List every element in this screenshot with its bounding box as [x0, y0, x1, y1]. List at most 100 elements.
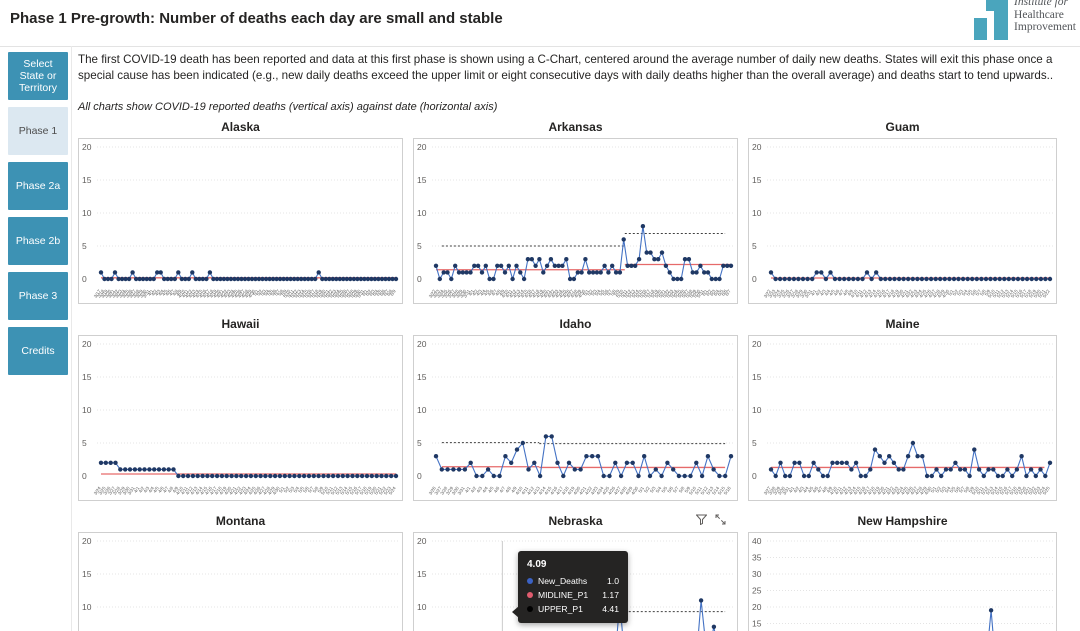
chart-plot-hawaii[interactable]: 0 5 10 15 20 3/24 3/25 3/26 3/27 3/28 3/29 3/30 3/31…: [78, 335, 403, 501]
chart-maine: Maine 0 5 10 15 20 3/27 3/28 3/29 3/30 3/31 4/1 4/2 4…: [748, 317, 1057, 501]
svg-text:6/4: 6/4: [713, 288, 721, 296]
svg-text:4/15: 4/15: [852, 485, 861, 495]
svg-text:0: 0: [82, 274, 87, 284]
svg-text:3/29: 3/29: [795, 288, 804, 298]
chart-canvas-maine[interactable]: 0 5 10 15 20 3/273/283/293/303/314/14/24/34/4…: [749, 336, 1058, 500]
svg-text:5/23: 5/23: [665, 288, 674, 298]
svg-text:5/3: 5/3: [259, 288, 267, 296]
svg-text:6/7: 6/7: [382, 288, 390, 296]
chart-plot-idaho[interactable]: 0 5 10 15 20 3/26 3/27 3/28 3/29 3/30 3/31 4/1 4/2 4/…: [413, 335, 738, 501]
svg-text:4/28: 4/28: [914, 485, 923, 495]
svg-text:5/15: 5/15: [344, 485, 353, 495]
chart-canvas-montana[interactable]: 051015203/273/283/293/303/314/14/24/34/4…: [79, 533, 404, 631]
svg-text:3/31: 3/31: [127, 485, 136, 495]
svg-text:5/4: 5/4: [961, 288, 969, 296]
svg-text:5/29: 5/29: [688, 288, 697, 298]
svg-text:4/29: 4/29: [573, 288, 582, 298]
sidebar-item-phase-2b[interactable]: Phase 2b: [8, 217, 68, 265]
chart-plot-alaska[interactable]: 0 5 10 15 20 3/17 3/18 3/19 3/20 3/21 3/22 3/23 3/24…: [78, 138, 403, 304]
chart-canvas-alaska[interactable]: 0 5 10 15 20 3/173/183/193/203/213/223/233/24…: [79, 139, 404, 303]
svg-text:4/25: 4/25: [900, 485, 909, 495]
chart-plot-new-hampshire[interactable]: 05101520253035403/233/243/253/263/273/28…: [748, 532, 1057, 631]
svg-text:5/18: 5/18: [1009, 485, 1018, 495]
svg-text:4/14: 4/14: [516, 288, 525, 298]
svg-text:3/31: 3/31: [142, 288, 151, 298]
chart-title-idaho: Idaho: [559, 317, 592, 331]
chart-title-new-hampshire: New Hampshire: [857, 514, 948, 528]
svg-text:3/28: 3/28: [451, 288, 460, 298]
svg-text:4/18: 4/18: [531, 288, 540, 298]
chart-montana: Montana051015203/273/283/293/303/314/14/…: [78, 514, 403, 631]
svg-text:3/31: 3/31: [462, 288, 471, 298]
svg-text:5/3: 5/3: [939, 485, 947, 493]
svg-text:5/25: 5/25: [335, 288, 344, 298]
svg-text:5/21: 5/21: [1037, 288, 1046, 298]
svg-text:3/27: 3/27: [107, 485, 116, 495]
svg-text:5/3: 5/3: [288, 485, 296, 493]
svg-text:4/1: 4/1: [810, 288, 818, 296]
chart-title-guam: Guam: [885, 120, 920, 134]
svg-text:5/4: 5/4: [263, 288, 271, 296]
svg-text:4/23: 4/23: [890, 485, 899, 495]
svg-text:3/27: 3/27: [786, 288, 795, 298]
sidebar-item-select-state[interactable]: Select State or Territory: [8, 52, 68, 100]
svg-text:5/6: 5/6: [602, 288, 610, 296]
sidebar-item-phase-3[interactable]: Phase 3: [8, 272, 68, 320]
chart-canvas-hawaii[interactable]: 0 5 10 15 20 3/243/253/263/273/283/293/303/31…: [79, 336, 404, 500]
svg-text:5/16: 5/16: [723, 485, 732, 495]
svg-text:4/13: 4/13: [863, 288, 872, 298]
svg-text:4/22: 4/22: [584, 485, 593, 495]
svg-text:6/2: 6/2: [705, 288, 713, 296]
chart-new-hampshire: New Hampshire 05101520253035403/233/243/2…: [748, 514, 1057, 631]
chart-canvas-guam[interactable]: 0 5 10 15 20 3/223/233/243/253/263/273/283/29…: [749, 139, 1058, 303]
chart-plot-maine[interactable]: 0 5 10 15 20 3/27 3/28 3/29 3/30 3/31 4/1 4/2 4/3 4/4…: [748, 335, 1057, 501]
svg-text:5/14: 5/14: [296, 288, 305, 298]
chart-canvas-idaho[interactable]: 051015203/263/273/283/293/303/314/14/24/…: [414, 336, 739, 500]
svg-text:4/6: 4/6: [157, 485, 165, 493]
svg-text:5/13: 5/13: [627, 288, 636, 298]
chart-plot-arkansas[interactable]: 0 5 10 15 20 3/22 3/23 3/24 3/25 3/26 3/27 3/28 3/29…: [413, 138, 738, 304]
svg-text:4/23: 4/23: [223, 288, 232, 298]
svg-text:5/19: 5/19: [314, 288, 323, 298]
svg-text:15: 15: [82, 569, 92, 579]
tooltip-row: UPPER_P1 4.41: [527, 604, 619, 614]
svg-text:3/26: 3/26: [124, 288, 133, 298]
svg-text:4/26: 4/26: [607, 485, 616, 495]
svg-text:4/15: 4/15: [199, 485, 208, 495]
chart-canvas-arkansas[interactable]: 0 5 10 15 20 3/223/233/243/253/263/273/283/29…: [414, 139, 739, 303]
svg-text:3/28: 3/28: [790, 288, 799, 298]
svg-text:4/18: 4/18: [205, 288, 214, 298]
svg-text:3/22: 3/22: [428, 288, 437, 298]
filter-icon[interactable]: [696, 514, 707, 525]
svg-text:5/13: 5/13: [293, 288, 302, 298]
svg-text:4/5: 4/5: [152, 485, 160, 493]
svg-text:4/18: 4/18: [886, 288, 895, 298]
sidebar-item-phase-1[interactable]: Phase 1: [8, 107, 68, 155]
svg-text:4/22: 4/22: [219, 288, 228, 298]
sidebar-item-credits[interactable]: Credits: [8, 327, 68, 375]
svg-text:5/28: 5/28: [684, 288, 693, 298]
sidebar-item-phase-2a[interactable]: Phase 2a: [8, 162, 68, 210]
svg-text:4/27: 4/27: [613, 485, 622, 495]
svg-text:4/23: 4/23: [590, 485, 599, 495]
chart-canvas-new-hampshire[interactable]: 05101520253035403/233/243/253/263/273/28…: [749, 533, 1058, 631]
svg-text:5/1: 5/1: [278, 485, 286, 493]
svg-text:4/25: 4/25: [247, 485, 256, 495]
focus-mode-icon[interactable]: [715, 514, 726, 525]
svg-text:3/24: 3/24: [435, 288, 444, 298]
svg-text:4/26: 4/26: [905, 485, 914, 495]
chart-plot-montana[interactable]: 051015203/273/283/293/303/314/14/24/34/4…: [78, 532, 403, 631]
svg-text:4/6: 4/6: [811, 485, 819, 493]
svg-text:3/29: 3/29: [445, 485, 454, 495]
svg-text:4/13: 4/13: [532, 485, 541, 495]
svg-text:5/7: 5/7: [307, 485, 315, 493]
svg-text:5/18: 5/18: [359, 485, 368, 495]
svg-text:4/14: 4/14: [194, 485, 203, 495]
svg-text:5/20: 5/20: [654, 288, 663, 298]
chart-plot-guam[interactable]: 0 5 10 15 20 3/22 3/23 3/24 3/25 3/26 3/27 3/28 3/29…: [748, 138, 1057, 304]
svg-text:6/2: 6/2: [365, 288, 373, 296]
svg-text:4/9: 4/9: [846, 288, 854, 296]
svg-text:6/8: 6/8: [386, 288, 394, 296]
chart-hawaii: Hawaii 0 5 10 15 20 3/24 3/25 3/26 3/27 3/28 3/29 3/…: [78, 317, 403, 501]
svg-text:3/31: 3/31: [782, 485, 791, 495]
